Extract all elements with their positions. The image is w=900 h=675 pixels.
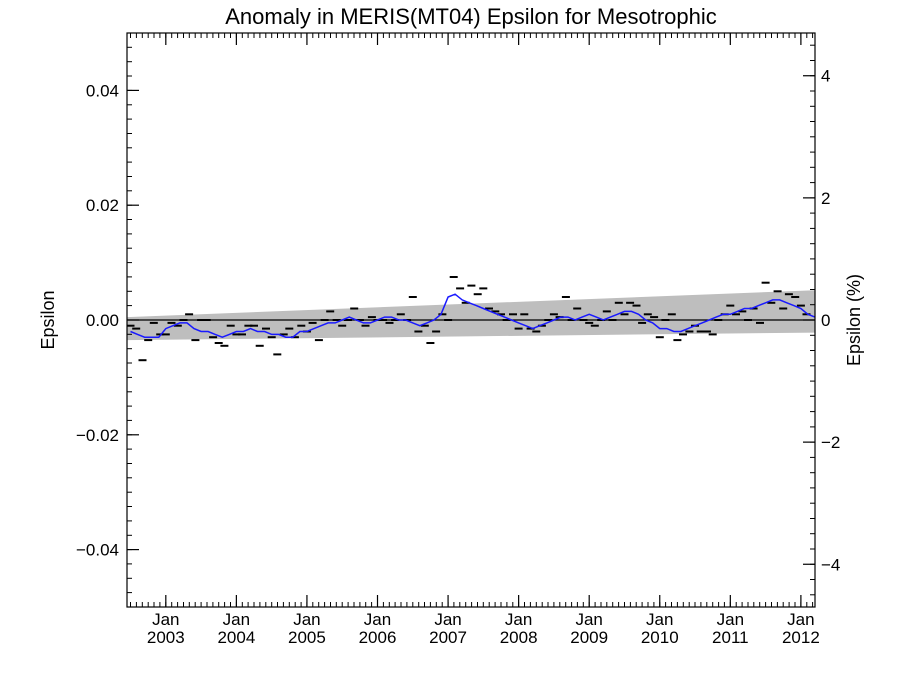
x-tick-month-label: Jan: [223, 610, 250, 629]
y2-tick-label: 2: [821, 189, 830, 208]
x-tick-month-label: Jan: [787, 610, 814, 629]
x-tick-year-label: 2012: [782, 628, 820, 647]
axes-layer: [126, 32, 816, 608]
confidence-band-layer: [127, 290, 815, 341]
x-tick-year-label: 2004: [217, 628, 255, 647]
x-tick-year-label: 2005: [288, 628, 326, 647]
x-tick-year-label: 2010: [641, 628, 679, 647]
y2-tick-label: 0: [821, 311, 830, 330]
y2-tick-label: −2: [821, 433, 840, 452]
x-tick-year-label: 2011: [712, 628, 749, 647]
y2-tick-label: −4: [821, 555, 840, 574]
x-tick-year-label: 2007: [429, 628, 467, 647]
y-tick-label: −0.04: [76, 541, 119, 560]
y2-tick-label: 4: [821, 67, 830, 86]
x-tick-month-label: Jan: [152, 610, 179, 629]
smoothed-line: [130, 293, 816, 339]
x-tick-year-label: 2006: [359, 628, 397, 647]
x-tick-month-label: Jan: [575, 610, 602, 629]
tick-labels-layer: −0.04−0.020.000.020.04−4−2024Jan2003Jan2…: [76, 67, 840, 647]
x-tick-month-label: Jan: [505, 610, 532, 629]
chart-title: Anomaly in MERIS(MT04) Epsilon for Mesot…: [225, 4, 717, 29]
y-tick-label: 0.04: [86, 81, 119, 100]
y-tick-label: −0.02: [76, 426, 119, 445]
x-tick-month-label: Jan: [293, 610, 320, 629]
x-tick-year-label: 2009: [570, 628, 608, 647]
y-tick-label: 0.00: [86, 311, 119, 330]
x-tick-year-label: 2008: [500, 628, 538, 647]
confidence-band: [127, 290, 815, 341]
x-tick-month-label: Jan: [717, 610, 744, 629]
x-tick-year-label: 2003: [147, 628, 185, 647]
y-tick-label: 0.02: [86, 196, 119, 215]
x-tick-month-label: Jan: [434, 610, 461, 629]
y-axis-label: Epsilon: [38, 290, 58, 349]
x-tick-month-label: Jan: [646, 610, 673, 629]
y2-axis-label: Epsilon (%): [844, 274, 864, 366]
smoothed-line-layer: [130, 293, 816, 339]
x-tick-month-label: Jan: [364, 610, 391, 629]
